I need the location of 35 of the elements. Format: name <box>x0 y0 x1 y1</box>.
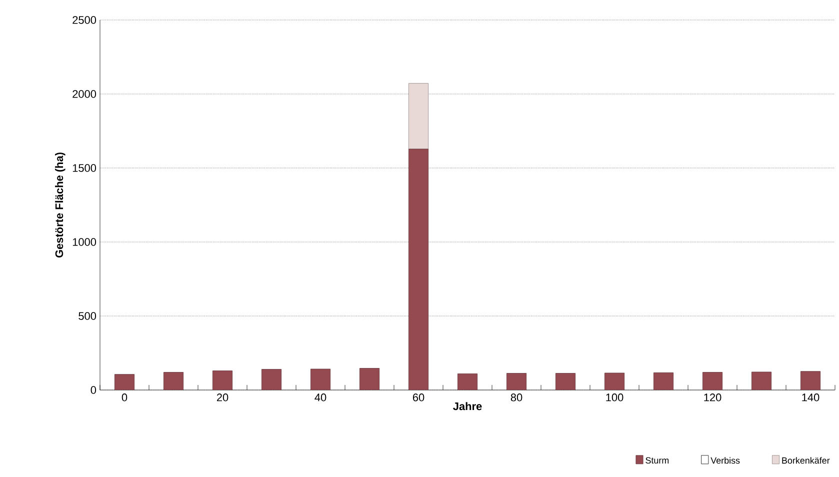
bar <box>164 372 184 390</box>
x-tick-label: 120 <box>704 394 722 402</box>
bar <box>556 373 576 390</box>
x-tick-label: 80 <box>510 394 522 402</box>
x-tick-label: 60 <box>412 394 424 402</box>
bar <box>310 368 331 390</box>
legend-label: Sturm <box>646 457 669 464</box>
y-tick-label: 2000 <box>72 90 96 98</box>
y-tick-label: 1500 <box>72 164 96 172</box>
x-tick-label: 140 <box>802 394 820 402</box>
x-tick-label: 100 <box>606 394 624 402</box>
bar <box>114 374 134 390</box>
bar <box>702 372 723 390</box>
bar <box>800 371 821 390</box>
x-tick-label: 20 <box>216 394 228 402</box>
bar <box>360 368 380 390</box>
bar <box>604 372 625 390</box>
x-tick-label: 40 <box>314 394 326 402</box>
bar <box>262 369 282 390</box>
x-axis-title: Jahre <box>453 402 482 410</box>
bar <box>408 148 429 390</box>
bar <box>408 83 429 150</box>
y-tick-label: 0 <box>90 386 96 394</box>
bar <box>506 373 527 390</box>
legend-label: Verbiss <box>710 457 740 464</box>
y-tick-label: 500 <box>78 312 96 320</box>
bar <box>212 370 232 390</box>
y-tick-label: 2500 <box>72 16 96 24</box>
y-axis-title: Gestörte Fläche (ha) <box>55 152 66 258</box>
bar <box>752 372 772 390</box>
bar <box>458 374 478 390</box>
bar <box>654 372 674 390</box>
x-tick-label: 0 <box>122 394 128 402</box>
legend-label: Borkenkäfer <box>782 457 830 464</box>
y-tick-label: 1000 <box>72 238 96 246</box>
